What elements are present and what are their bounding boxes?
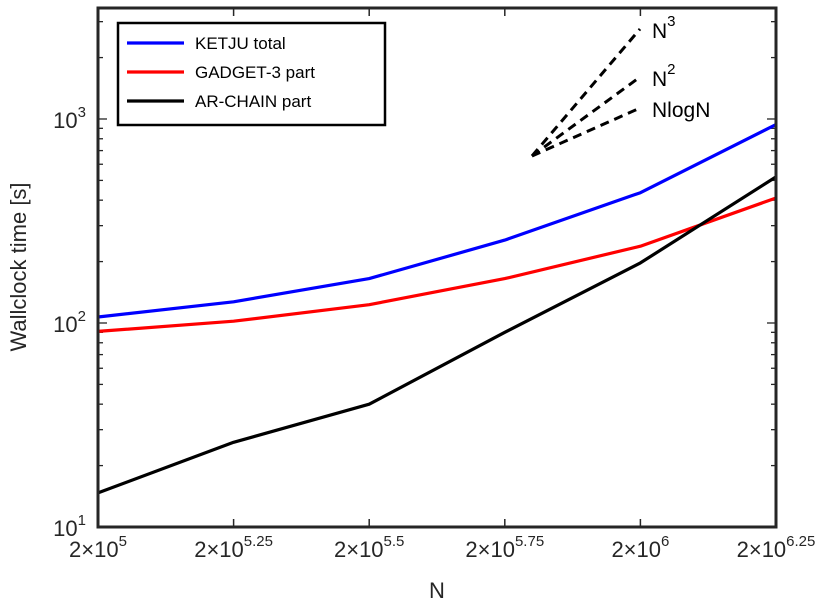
x-tick-label: 2×105.25 [194, 533, 273, 562]
series-line-ketju-total [97, 123, 777, 319]
legend-box [116, 21, 387, 127]
x-tick-exponent: 5.25 [244, 533, 273, 550]
y-tick-label: 103 [53, 104, 86, 133]
y-tick-exponent: 3 [78, 104, 86, 121]
x-tick-label: 2×105.5 [334, 533, 404, 562]
legend-label: AR-CHAIN part [195, 92, 311, 111]
x-tick-label: 2×106.25 [737, 533, 816, 562]
y-tick-exponent: 2 [78, 308, 86, 325]
y-axis-label: Wallclock time [s] [6, 182, 31, 351]
x-tick-exponent: 6 [661, 533, 669, 550]
y-tick-label: 102 [53, 308, 86, 337]
guide-line-3 [531, 106, 641, 158]
series-layer [97, 123, 777, 495]
series-line-ar-chain-part [97, 175, 777, 495]
x-tick-label: 2×105.75 [465, 533, 544, 562]
x-tick-exponent: 6.25 [786, 533, 815, 550]
x-tick-label: 2×106 [611, 533, 669, 562]
guide-label-exponent: 2 [667, 61, 675, 78]
guide-line-2 [531, 75, 641, 158]
x-tick-label: 2×105 [69, 533, 127, 562]
plot-frame [96, 6, 778, 529]
x-tick-exponent: 5 [119, 533, 127, 550]
guide-line-1 [530, 28, 642, 157]
x-axis-label: N [429, 578, 445, 603]
legend-label: KETJU total [195, 34, 286, 53]
legend: KETJU total GADGET-3 part AR-CHAIN part [116, 21, 387, 127]
legend-label: GADGET-3 part [195, 63, 315, 82]
x-tick-exponent: 5.5 [384, 533, 405, 550]
series-line-gadget-3-part [97, 196, 777, 333]
x-tick-labels: 2×105 2×105.25 2×105.5 2×105.75 2×106 2×106.2… [69, 533, 815, 562]
guide-label-3: NlogN [652, 99, 710, 122]
guide-label-exponent: 3 [667, 13, 675, 30]
y-tick-exponent: 1 [78, 512, 86, 529]
x-tick-exponent: 5.75 [515, 533, 544, 550]
